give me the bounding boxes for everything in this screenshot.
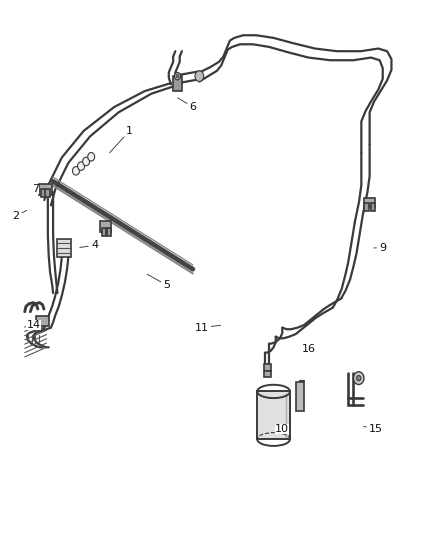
Bar: [296, 382, 304, 411]
Text: 7: 7: [32, 184, 44, 195]
Bar: [45, 189, 50, 197]
Bar: [371, 203, 375, 211]
Text: 9: 9: [374, 243, 386, 253]
Circle shape: [174, 72, 180, 80]
Circle shape: [176, 75, 179, 78]
Text: 1: 1: [110, 126, 133, 153]
Bar: [173, 76, 182, 91]
Text: 10: 10: [276, 424, 290, 434]
Text: 11: 11: [194, 322, 221, 333]
Text: 16: 16: [301, 344, 315, 354]
Bar: [39, 183, 52, 195]
Bar: [364, 203, 369, 211]
Bar: [41, 189, 46, 197]
Text: 2: 2: [12, 211, 27, 221]
Circle shape: [88, 152, 95, 161]
Text: 5: 5: [147, 274, 170, 290]
Bar: [100, 221, 111, 232]
Circle shape: [357, 375, 361, 381]
Text: 4: 4: [80, 240, 98, 250]
Circle shape: [195, 71, 204, 82]
Bar: [264, 370, 271, 377]
Circle shape: [73, 166, 80, 175]
Text: 14: 14: [26, 320, 40, 330]
Text: 15: 15: [364, 424, 383, 434]
Bar: [57, 239, 71, 257]
Bar: [257, 391, 290, 439]
Bar: [102, 228, 106, 236]
Circle shape: [83, 157, 90, 166]
Circle shape: [353, 372, 364, 384]
Text: 6: 6: [178, 98, 196, 112]
Bar: [264, 365, 271, 370]
Bar: [35, 316, 49, 326]
Bar: [364, 198, 375, 207]
Circle shape: [78, 162, 85, 171]
Bar: [107, 228, 111, 236]
